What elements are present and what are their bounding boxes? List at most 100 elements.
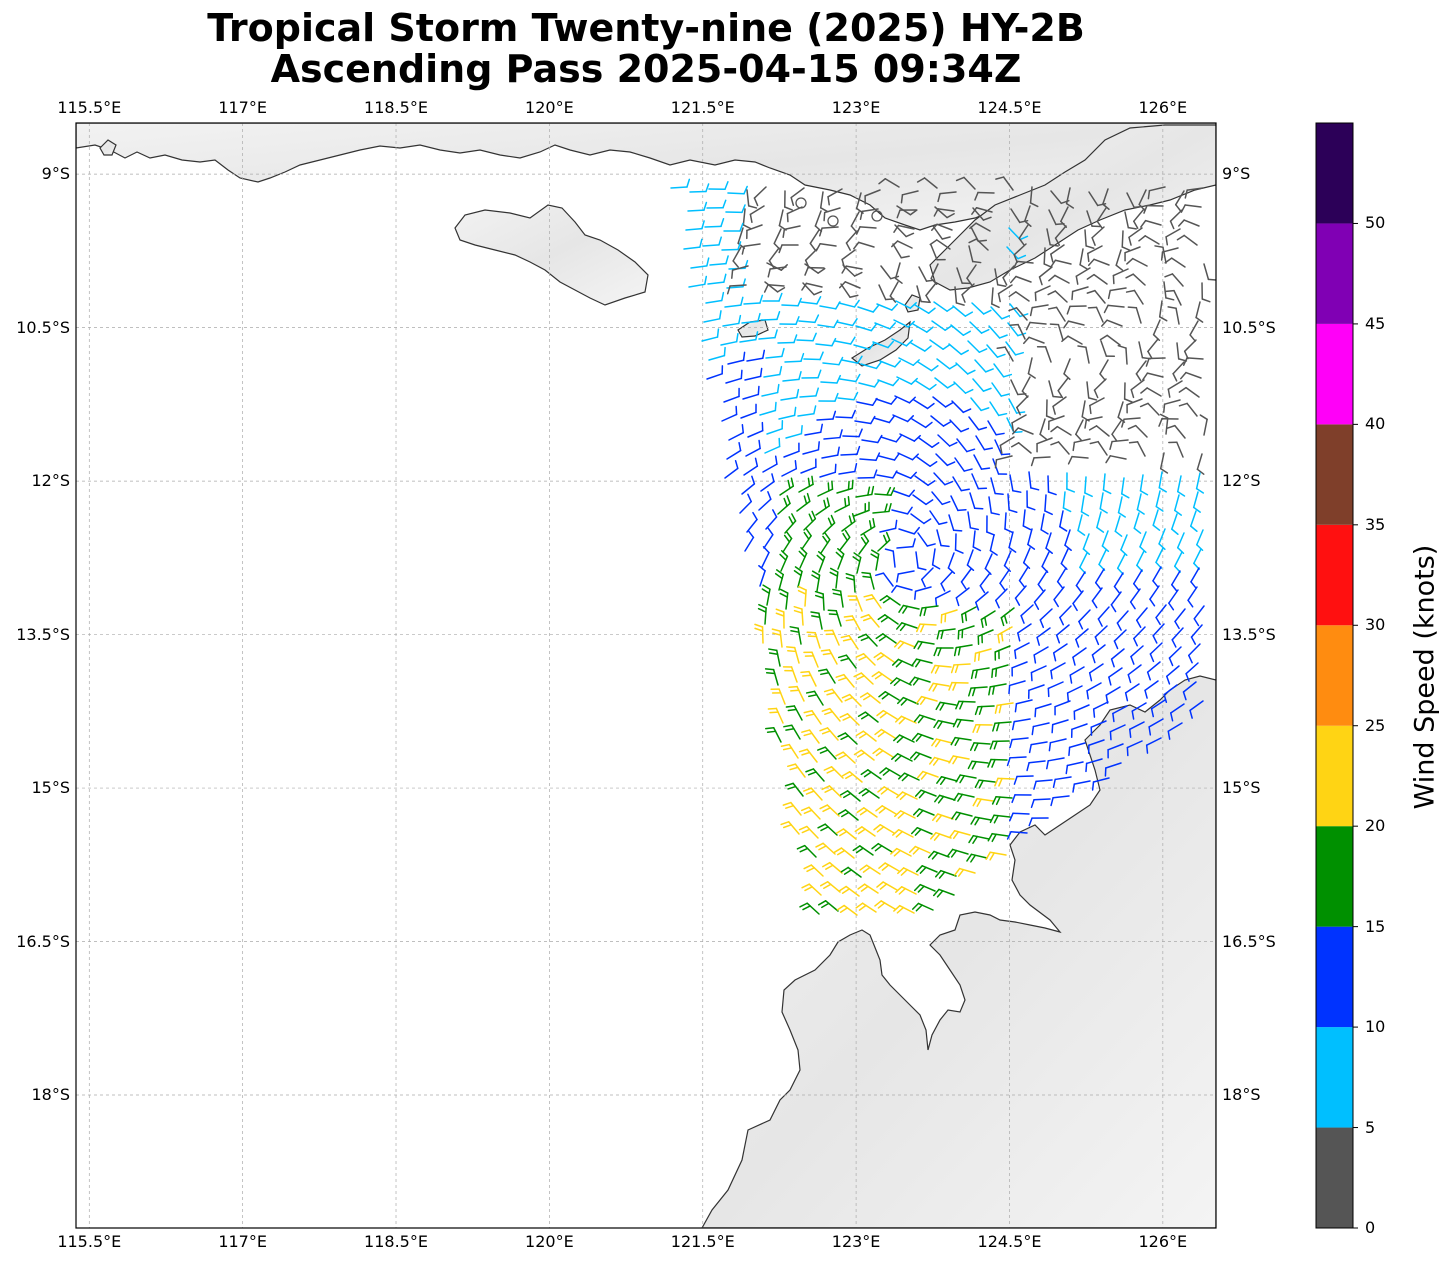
wind-barb (951, 400, 972, 414)
wind-barb (801, 883, 822, 896)
wind-barb (850, 211, 860, 233)
wind-barb (1152, 509, 1161, 531)
wind-barb (1028, 817, 1049, 827)
wind-barb (1067, 455, 1089, 465)
wind-barb (1038, 266, 1053, 286)
wind-barb (1028, 741, 1048, 754)
wind-barb (918, 437, 940, 448)
wind-barb (1086, 273, 1108, 285)
wind-barb (746, 189, 758, 209)
wind-barb (685, 220, 705, 231)
wind-barb (721, 405, 738, 422)
colorbar-swatch (1316, 424, 1353, 525)
lon-tick-bottom: 118.5°E (364, 1232, 428, 1251)
wind-barb (999, 436, 1015, 454)
wind-barb (1071, 286, 1089, 301)
wind-barb (1130, 645, 1144, 665)
wind-barb (1089, 397, 1105, 415)
wind-barb (1100, 319, 1123, 327)
wind-barb (929, 239, 951, 250)
wind-barb (799, 902, 820, 915)
colorbar-swatch (1316, 524, 1353, 626)
wind-barb (1111, 420, 1122, 442)
wind-barb (1109, 439, 1129, 451)
lat-tick-right: 18°S (1222, 1084, 1261, 1104)
wind-barb (796, 492, 811, 512)
wind-barb (894, 810, 916, 819)
wind-barb (840, 283, 859, 298)
wind-barb (875, 572, 894, 587)
wind-barb (724, 296, 744, 308)
wind-barb (836, 479, 854, 494)
wind-barb (1093, 378, 1107, 399)
wind-barb (880, 265, 900, 280)
wind-barb (1033, 779, 1053, 790)
wind-barb (969, 492, 984, 510)
wind-barb (896, 791, 918, 801)
wind-barb (726, 284, 747, 295)
wind-barb (1112, 268, 1129, 285)
wind-barb (1115, 249, 1124, 271)
wind-barb (1158, 417, 1179, 427)
wind-barb (1169, 703, 1185, 722)
wind-barb (835, 828, 857, 840)
lat-tick-left: 16.5°S (16, 931, 70, 951)
wind-barb (785, 646, 800, 664)
wind-barb (931, 738, 953, 748)
wind-barb (1052, 396, 1067, 415)
wind-barb (1192, 491, 1201, 513)
wind-barb (779, 588, 789, 610)
wind-barb (878, 862, 900, 872)
wind-barb (1051, 719, 1069, 734)
wind-barb (975, 435, 993, 451)
wind-barb (1022, 336, 1045, 345)
wind-barb (804, 263, 826, 274)
wind-barb (1124, 246, 1141, 262)
wind-barb (1036, 437, 1053, 453)
wind-barb (970, 397, 990, 412)
wind-barb (842, 428, 863, 438)
wind-barb (785, 424, 803, 439)
lon-tick-bottom: 117°E (218, 1232, 267, 1251)
wind-barb (1010, 208, 1029, 224)
wind-barb (701, 328, 720, 342)
wind-barb (1014, 642, 1030, 660)
wind-barb (876, 881, 898, 891)
wind-barb (896, 570, 915, 583)
lon-tick-top: 124.5°E (977, 98, 1042, 117)
wind-barb (910, 513, 932, 525)
wind-barb (921, 567, 934, 588)
wind-barb (994, 702, 1014, 714)
wind-barb (1116, 610, 1129, 631)
wind-barb (1108, 667, 1123, 686)
wind-barb (855, 902, 877, 913)
wind-barb (802, 441, 820, 455)
wind-barb (839, 790, 861, 802)
wind-barb (1048, 380, 1062, 399)
wind-barb (720, 333, 739, 346)
wind-barb (1120, 534, 1128, 557)
wind-barb (991, 664, 1009, 679)
wind-barb (784, 513, 797, 534)
lon-tick-top: 118.5°E (364, 98, 428, 117)
wind-barb (1099, 359, 1109, 381)
wind-barb (771, 628, 783, 648)
wind-barb (914, 586, 932, 600)
wind-barb (1088, 663, 1104, 682)
colorbar-swatch (1316, 926, 1353, 1028)
wind-barb (707, 273, 727, 285)
wind-barb (895, 471, 918, 479)
wind-barb (870, 549, 880, 571)
wind-barb (1009, 323, 1026, 340)
wind-barb (800, 458, 817, 474)
wind-barb (1174, 608, 1186, 630)
wind-barb (1107, 743, 1124, 759)
wind-barb (1047, 475, 1057, 496)
wind-barb (837, 654, 857, 669)
wind-barb (1046, 757, 1065, 770)
wind-barb (1190, 567, 1200, 589)
wind-barb (1040, 513, 1049, 535)
wind-barb (931, 548, 941, 570)
wind-barb (778, 244, 799, 254)
